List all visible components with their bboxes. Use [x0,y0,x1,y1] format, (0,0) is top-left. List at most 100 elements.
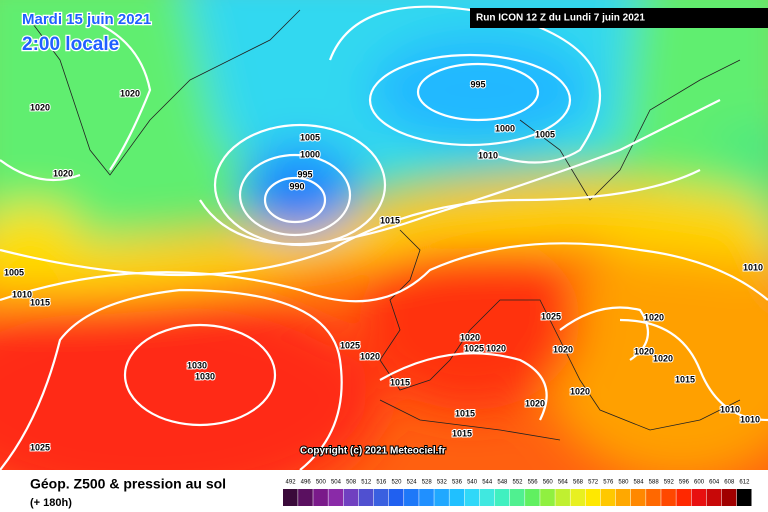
isobar-label: 1010 [740,414,760,424]
legend-label: 536 [452,480,463,486]
legend-label: 564 [558,480,569,486]
legend-label: 500 [316,480,327,486]
legend-label: 520 [391,480,402,486]
isobar-label: 1020 [30,102,50,112]
legend-label: 544 [482,480,493,486]
isobar-label: 1020 [653,353,673,363]
isobar-label: 1015 [30,297,50,307]
isobar-label: 1005 [535,129,555,139]
legend-swatch [388,489,404,506]
legend-swatch [494,489,510,506]
legend-swatch [676,489,691,506]
legend-swatch [328,489,344,506]
legend-swatch [661,489,676,506]
legend-swatch [630,489,646,506]
isobar-label: 1020 [460,332,480,342]
isobar-labels: 1020102010209951000100510101005100099599… [3,78,764,453]
color-legend: 492 496 500 504 508 512 516 520 524 528 532 536 540 5… [283,480,752,506]
legend-label: 580 [618,480,629,486]
legend-label: 584 [634,480,645,486]
isobar-label: 1030 [187,360,207,370]
legend-swatch [600,489,616,506]
legend-label: 576 [603,480,614,486]
legend-swatch [434,489,449,506]
legend-label: 600 [694,480,705,486]
isobar-label: 1015 [380,215,400,225]
isobar-label: 1025 [464,343,484,353]
legend-label: 516 [376,480,387,486]
legend-label: 540 [467,480,478,486]
isobar-label: 1010 [720,404,740,414]
isobar-label: 1015 [390,377,410,387]
copyright: Copyright (c) 2021 Meteociel.fr [300,446,446,457]
legend-label: 532 [437,480,448,486]
isobar-label: 1000 [495,123,515,133]
legend-label: 608 [724,480,735,486]
legend-label: 560 [543,480,554,486]
isobar-label: 1005 [4,267,24,277]
isobars [0,5,768,470]
legend-label: 492 [286,480,297,486]
run-info: Run ICON 12 Z du Lundi 7 juin 2021 [476,13,645,24]
isobar-label: 1025 [541,311,561,321]
legend-swatch [479,489,495,506]
legend-swatch [283,489,298,506]
isobar-label: 1020 [360,351,380,361]
legend-label: 552 [512,480,523,486]
legend-swatch [540,489,555,506]
isobar-label: 1015 [675,374,695,384]
legend-label: 596 [679,480,690,486]
legend-label: 512 [361,480,372,486]
isobar-label: 1015 [455,408,475,418]
legend-swatch [570,489,586,506]
isobar-label: 995 [470,79,485,89]
isobar-label: 1000 [300,149,320,159]
isobar-label: 995 [297,169,312,179]
legend-label: 572 [588,480,599,486]
isobar-label: 1020 [486,343,506,353]
isobar-label: 1020 [570,386,590,396]
legend-swatch [525,489,540,506]
isobar-label: 1025 [30,442,50,452]
legend-swatch [419,489,434,506]
legend-label: 528 [422,480,433,486]
coastlines [29,9,741,441]
legend-label: 496 [301,480,312,486]
footer-title: Géop. Z500 & pression au sol [30,476,226,492]
legend-swatch [736,489,752,506]
isobar-label: 1020 [634,346,654,356]
isobar-label: 990 [289,181,304,191]
legend-label: 504 [331,480,342,486]
legend-label: 568 [573,480,584,486]
legend-label: 548 [497,480,508,486]
legend-swatch [706,489,722,506]
legend-label: 524 [407,480,418,486]
legend-swatch [343,489,359,506]
legend-swatch [691,489,707,506]
legend-label: 612 [739,480,750,486]
legend-swatch [449,489,465,506]
legend-swatch [555,489,570,506]
run-box [470,8,768,28]
isobar-label: 1010 [743,262,763,272]
legend-swatch [615,489,631,506]
legend-swatch [373,489,389,506]
footer-lead: (+ 180h) [30,497,72,509]
isobar-label: 1030 [195,371,215,381]
isobar-label: 1010 [12,289,32,299]
legend-swatch [464,489,480,506]
legend-label: 508 [346,480,357,486]
isobar-label: 1025 [340,340,360,350]
legend-swatch [646,489,661,506]
isobar-label: 1020 [53,168,73,178]
isobar-label: 1005 [300,132,320,142]
legend-swatch [358,489,374,506]
map-date: Mardi 15 juin 2021 [22,11,151,28]
legend-swatch [404,489,419,506]
map-time: 2:00 locale [22,34,119,55]
isobar-label: 1020 [120,88,140,98]
isobar-label: 1020 [525,398,545,408]
